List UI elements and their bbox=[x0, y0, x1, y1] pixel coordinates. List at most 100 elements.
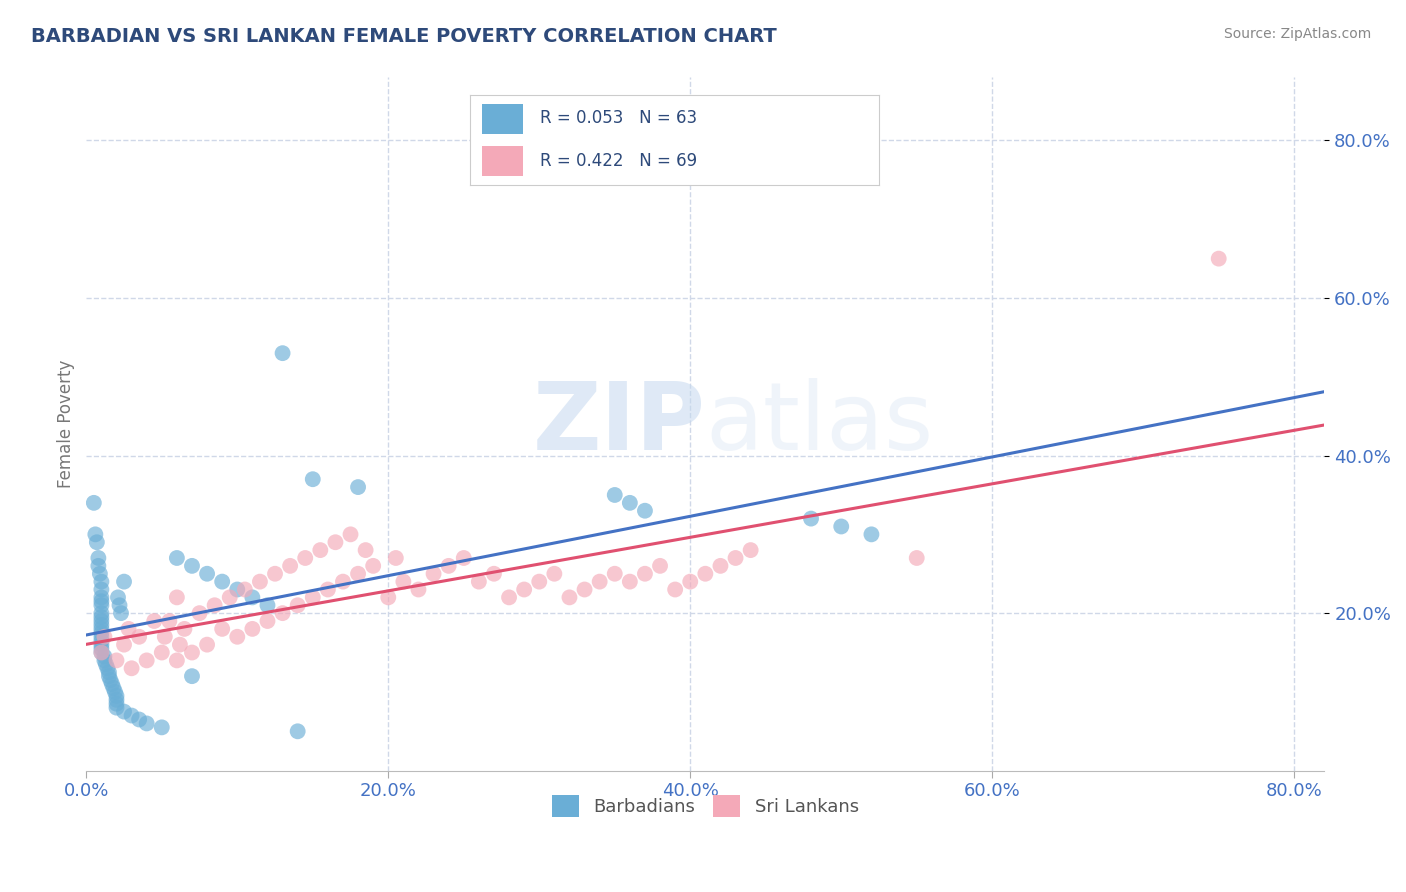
Point bbox=[301, 472, 323, 486]
Legend: Barbadians, Sri Lankans: Barbadians, Sri Lankans bbox=[544, 788, 866, 824]
Point bbox=[93, 653, 115, 667]
Point bbox=[117, 622, 139, 636]
Point bbox=[558, 591, 581, 605]
Point bbox=[150, 720, 173, 734]
Point bbox=[740, 543, 762, 558]
Point bbox=[574, 582, 596, 597]
Point bbox=[242, 591, 264, 605]
Point bbox=[392, 574, 415, 589]
Point bbox=[437, 558, 460, 573]
Text: atlas: atlas bbox=[706, 378, 934, 470]
Point bbox=[603, 488, 626, 502]
Point bbox=[588, 574, 610, 589]
Point bbox=[1208, 252, 1230, 266]
Point bbox=[121, 708, 143, 723]
Point bbox=[498, 591, 520, 605]
Point bbox=[468, 574, 491, 589]
Point bbox=[90, 582, 112, 597]
Point bbox=[90, 646, 112, 660]
Point bbox=[226, 582, 249, 597]
Point bbox=[664, 582, 686, 597]
Point bbox=[90, 630, 112, 644]
Point bbox=[90, 614, 112, 628]
Point bbox=[211, 574, 233, 589]
Point bbox=[169, 638, 191, 652]
Point bbox=[188, 606, 211, 620]
Point bbox=[271, 606, 294, 620]
Point bbox=[309, 543, 332, 558]
Point bbox=[96, 661, 118, 675]
Point bbox=[256, 599, 278, 613]
Point bbox=[354, 543, 377, 558]
Point bbox=[90, 610, 112, 624]
Point bbox=[529, 574, 551, 589]
Point bbox=[166, 591, 188, 605]
Point bbox=[453, 551, 475, 566]
Point bbox=[84, 527, 107, 541]
Point bbox=[94, 657, 117, 672]
Point bbox=[90, 646, 112, 660]
Point bbox=[93, 649, 115, 664]
Point bbox=[90, 633, 112, 648]
Point bbox=[90, 606, 112, 620]
Point bbox=[181, 669, 204, 683]
Point bbox=[242, 622, 264, 636]
Point bbox=[90, 641, 112, 656]
Point bbox=[128, 713, 150, 727]
Point bbox=[90, 591, 112, 605]
Point bbox=[90, 625, 112, 640]
Point bbox=[181, 558, 204, 573]
Point bbox=[90, 638, 112, 652]
Point bbox=[112, 574, 135, 589]
Point bbox=[543, 566, 565, 581]
Point bbox=[90, 599, 112, 613]
Point bbox=[233, 582, 256, 597]
Point bbox=[325, 535, 347, 549]
Point bbox=[110, 606, 132, 620]
Point bbox=[226, 630, 249, 644]
Point bbox=[97, 669, 120, 683]
Point bbox=[121, 661, 143, 675]
Point bbox=[166, 551, 188, 566]
Point bbox=[218, 591, 240, 605]
Point bbox=[105, 693, 128, 707]
Point bbox=[128, 630, 150, 644]
Y-axis label: Female Poverty: Female Poverty bbox=[58, 359, 75, 488]
Point bbox=[157, 614, 180, 628]
Point bbox=[256, 614, 278, 628]
Point bbox=[264, 566, 287, 581]
Point bbox=[249, 574, 271, 589]
Point bbox=[153, 630, 176, 644]
Point bbox=[105, 697, 128, 711]
Point bbox=[173, 622, 195, 636]
Point bbox=[422, 566, 444, 581]
Text: Source: ZipAtlas.com: Source: ZipAtlas.com bbox=[1223, 27, 1371, 41]
Point bbox=[97, 665, 120, 680]
Point bbox=[709, 558, 731, 573]
Point bbox=[301, 591, 323, 605]
Point bbox=[619, 574, 641, 589]
Point bbox=[294, 551, 316, 566]
Point bbox=[634, 504, 657, 518]
Point bbox=[90, 574, 112, 589]
Point bbox=[860, 527, 883, 541]
Point bbox=[634, 566, 657, 581]
Point bbox=[361, 558, 384, 573]
Point bbox=[347, 566, 370, 581]
Point bbox=[195, 638, 218, 652]
Point bbox=[135, 716, 157, 731]
Point bbox=[90, 622, 112, 636]
Point bbox=[86, 535, 108, 549]
Point bbox=[105, 700, 128, 714]
Point bbox=[105, 653, 128, 667]
Point bbox=[87, 558, 110, 573]
Point bbox=[339, 527, 361, 541]
Point bbox=[800, 511, 823, 525]
Point bbox=[166, 653, 188, 667]
Point bbox=[679, 574, 702, 589]
Point bbox=[278, 558, 301, 573]
Point bbox=[90, 594, 112, 608]
Point bbox=[103, 681, 125, 695]
Point bbox=[905, 551, 928, 566]
Point bbox=[100, 673, 122, 687]
